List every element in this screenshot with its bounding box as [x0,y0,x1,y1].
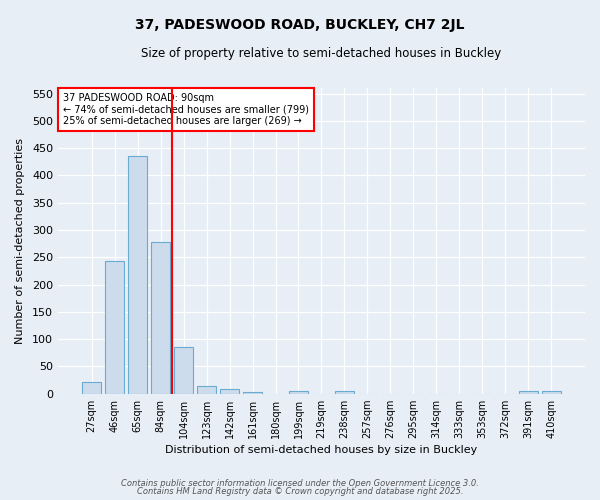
Bar [243,392,262,394]
Bar [220,389,239,394]
Bar [197,386,217,394]
Title: Size of property relative to semi-detached houses in Buckley: Size of property relative to semi-detach… [142,48,502,60]
Bar [82,382,101,394]
Bar [542,391,561,394]
Bar [174,348,193,394]
Bar [151,242,170,394]
Text: Contains public sector information licensed under the Open Government Licence 3.: Contains public sector information licen… [121,478,479,488]
X-axis label: Distribution of semi-detached houses by size in Buckley: Distribution of semi-detached houses by … [166,445,478,455]
Text: Contains HM Land Registry data © Crown copyright and database right 2025.: Contains HM Land Registry data © Crown c… [137,487,463,496]
Text: 37 PADESWOOD ROAD: 90sqm
← 74% of semi-detached houses are smaller (799)
25% of : 37 PADESWOOD ROAD: 90sqm ← 74% of semi-d… [63,92,309,126]
Bar [289,391,308,394]
Y-axis label: Number of semi-detached properties: Number of semi-detached properties [15,138,25,344]
Bar [518,391,538,394]
Bar [105,260,124,394]
Bar [335,391,354,394]
Bar [128,156,148,394]
Text: 37, PADESWOOD ROAD, BUCKLEY, CH7 2JL: 37, PADESWOOD ROAD, BUCKLEY, CH7 2JL [135,18,465,32]
